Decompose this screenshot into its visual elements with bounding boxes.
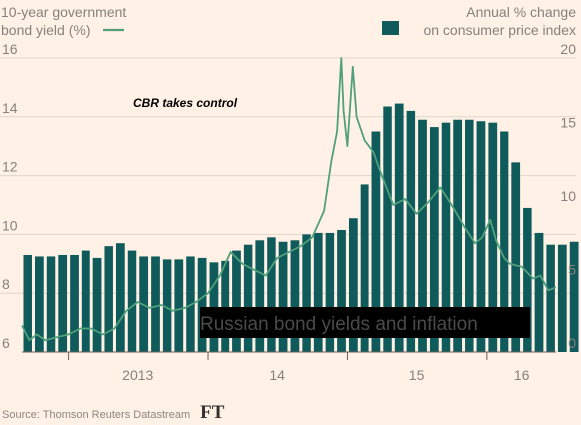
cpi-bar [360,184,369,352]
left-tick-label: 8 [2,276,10,292]
cpi-bar [488,122,498,353]
cpi-bar [348,218,358,352]
x-axis: 2013 14 15 16 [68,352,530,383]
cpi-bar [162,259,172,352]
x-tick-label: 14 [269,367,285,383]
cpi-bar [151,256,160,352]
left-axis-title-line2: bond yield (%) [1,22,91,38]
cpi-bar [418,119,427,353]
right-tick-label: 20 [560,41,576,57]
cpi-bar [46,256,56,352]
cpi-bar [23,254,32,352]
cpi-bar [290,240,300,352]
cpi-bar [267,237,276,352]
cpi-bar [313,232,323,352]
cpi-bar [278,241,288,352]
x-tick-label: 16 [514,367,530,383]
cpi-bar [127,250,137,352]
cpi-bar [115,243,125,352]
right-axis-title-line2: on consumer price index [423,22,576,38]
bond-yield-line [21,57,557,342]
right-axis-ticks: 0 5 10 15 20 [560,41,576,351]
cpi-bar [81,250,90,352]
cpi-bars [23,103,579,353]
right-tick-label: 15 [560,115,576,131]
right-axis-title-line1: Annual % change [466,4,576,20]
cpi-bar [371,131,381,352]
chart-title: Russian bond yields and inflation [200,314,478,335]
legend-bar-swatch [382,21,399,35]
cpi-bar [325,232,335,352]
cpi-bar [534,232,544,352]
cpi-bar [383,106,392,352]
cpi-bar [546,244,555,352]
cpi-bar [406,110,416,352]
cpi-bar [569,241,579,352]
cpi-bar [70,254,79,352]
cbr-annotation: CBR takes control [133,96,238,110]
cpi-bar [104,246,113,352]
left-tick-label: 14 [2,100,18,116]
cpi-bar [255,240,265,352]
cpi-bar [174,259,184,352]
right-tick-label: 5 [568,262,576,278]
left-tick-label: 16 [2,41,18,57]
cpi-bar [34,256,44,352]
left-axis-title-line1: 10-year government [1,4,126,20]
cpi-bar [232,250,241,352]
x-tick-label: 15 [409,367,425,383]
left-tick-label: 6 [2,335,10,351]
right-tick-label: 10 [560,188,576,204]
cpi-bar [557,244,567,352]
footer: Source: Thomson Reuters Datastream FT [2,402,224,424]
cpi-bar [302,234,311,352]
ft-logo: FT [200,402,225,423]
cpi-bar [476,121,486,353]
cpi-bar [453,119,463,353]
title-box [200,307,530,338]
cpi-bar [441,122,451,353]
cpi-bar [58,254,68,352]
right-tick-label: 0 [568,335,576,351]
left-tick-label: 10 [2,217,18,233]
cpi-bar [511,162,521,352]
cpi-bar [92,257,102,352]
cpi-bar [337,229,346,352]
cpi-bar [243,244,253,352]
cpi-bar [523,207,532,352]
cpi-bar [429,127,439,352]
left-tick-label: 12 [2,159,18,175]
source-note: Source: Thomson Reuters Datastream [2,409,191,421]
left-axis-ticks: 6 8 10 12 14 16 [2,41,18,351]
cpi-bar [221,260,230,352]
cpi-bar [197,257,207,352]
cpi-bar [394,103,404,352]
cpi-bar [500,131,509,352]
x-tick-label: 2013 [122,367,153,383]
